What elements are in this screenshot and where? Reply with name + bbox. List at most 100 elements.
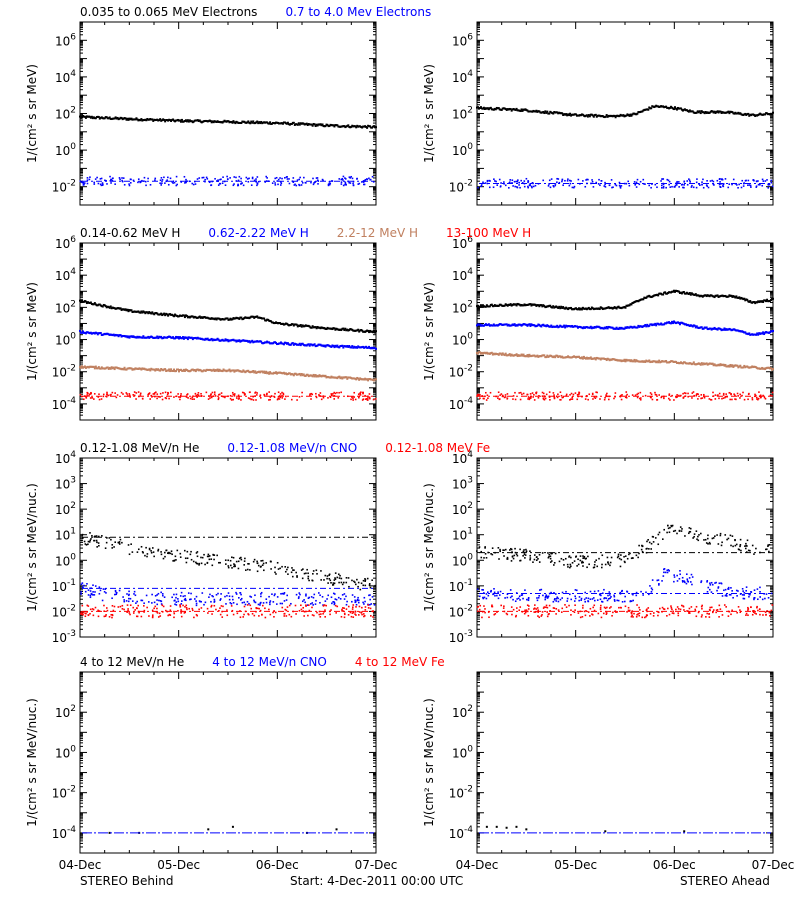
data-point: [206, 178, 209, 180]
data-point: [139, 181, 141, 184]
data-point: [744, 180, 747, 182]
data-point: [281, 397, 284, 399]
data-point: [515, 180, 518, 183]
data-point: [765, 300, 768, 303]
data-point: [178, 119, 181, 122]
data-point: [242, 184, 245, 187]
data-point: [743, 364, 746, 367]
data-point: [668, 394, 670, 396]
data-point: [229, 397, 232, 400]
data-point: [500, 108, 503, 111]
data-point: [628, 114, 631, 117]
data-point: [129, 178, 132, 181]
data-point: [237, 184, 239, 187]
data-point: [515, 353, 518, 356]
data-point: [118, 177, 121, 179]
data-point: [315, 327, 318, 330]
data-point: [342, 327, 345, 330]
data-point: [232, 393, 235, 396]
data-point: [217, 370, 220, 373]
data-point: [127, 118, 130, 121]
data-point: [181, 336, 184, 339]
data-point: [338, 178, 341, 180]
data-point: [341, 177, 344, 180]
x-tick-label: 04-Dec: [456, 858, 499, 872]
data-point: [677, 321, 680, 324]
data-point: [763, 396, 766, 399]
data-point: [477, 394, 480, 397]
data-point: [324, 345, 327, 348]
data-point: [142, 335, 145, 338]
data-point: [194, 183, 197, 185]
y-tick-label: 101: [452, 527, 473, 543]
data-point: [646, 323, 649, 326]
data-point: [278, 398, 281, 400]
data-point: [311, 375, 314, 378]
data-point: [263, 317, 266, 320]
x-tick-label: 05-Dec: [157, 858, 200, 872]
data-point: [269, 371, 272, 374]
data-point: [743, 297, 746, 300]
data-point: [727, 186, 730, 189]
data-point: [719, 178, 721, 180]
data-point: [165, 397, 168, 400]
data-point: [277, 183, 279, 186]
y-tick-base: 10: [55, 554, 70, 568]
data-point: [242, 369, 245, 372]
data-point: [561, 355, 564, 358]
data-point: [655, 394, 658, 396]
y-tick-base: 10: [55, 452, 70, 466]
data-point: [525, 355, 528, 358]
data-point: [767, 186, 770, 189]
data-point: [487, 323, 490, 326]
data-point: [599, 358, 602, 361]
data-point: [550, 178, 553, 180]
data-point: [582, 180, 584, 182]
series-group-r0-c1: [476, 104, 774, 189]
data-point: [683, 180, 686, 183]
data-point: [172, 180, 175, 183]
y-tick-base: 10: [55, 71, 70, 85]
data-point: [353, 396, 356, 398]
data-point: [569, 394, 571, 396]
data-point: [213, 393, 216, 395]
data-point: [509, 303, 512, 306]
data-point: [167, 176, 169, 179]
data-point: [123, 366, 126, 369]
data-point: [281, 391, 283, 394]
y-tick-label: 106: [452, 235, 473, 251]
data-point: [114, 183, 116, 185]
data-point: [359, 394, 362, 396]
data-point: [340, 329, 343, 332]
data-point: [252, 315, 255, 318]
data-point: [217, 179, 219, 181]
data-point: [703, 112, 706, 115]
data-point: [79, 301, 82, 304]
data-point: [511, 179, 514, 182]
data-point: [179, 120, 182, 123]
data-point: [374, 331, 377, 334]
data-point: [716, 328, 719, 331]
data-point: [192, 183, 195, 186]
data-point: [373, 379, 376, 382]
data-point: [289, 343, 292, 346]
data-point: [164, 391, 167, 394]
data-point: [667, 179, 670, 182]
data-point: [316, 124, 319, 127]
data-point: [753, 179, 755, 182]
data-point: [286, 121, 289, 124]
data-point: [358, 396, 360, 399]
data-point: [183, 316, 186, 319]
x-tick-label: 07-Dec: [355, 858, 398, 872]
data-point: [644, 323, 647, 326]
data-point: [237, 179, 240, 182]
data-point: [198, 119, 201, 122]
data-point: [363, 183, 365, 186]
data-point: [548, 179, 551, 182]
data-point: [270, 395, 273, 397]
data-point: [699, 184, 701, 187]
data-point: [571, 186, 574, 189]
